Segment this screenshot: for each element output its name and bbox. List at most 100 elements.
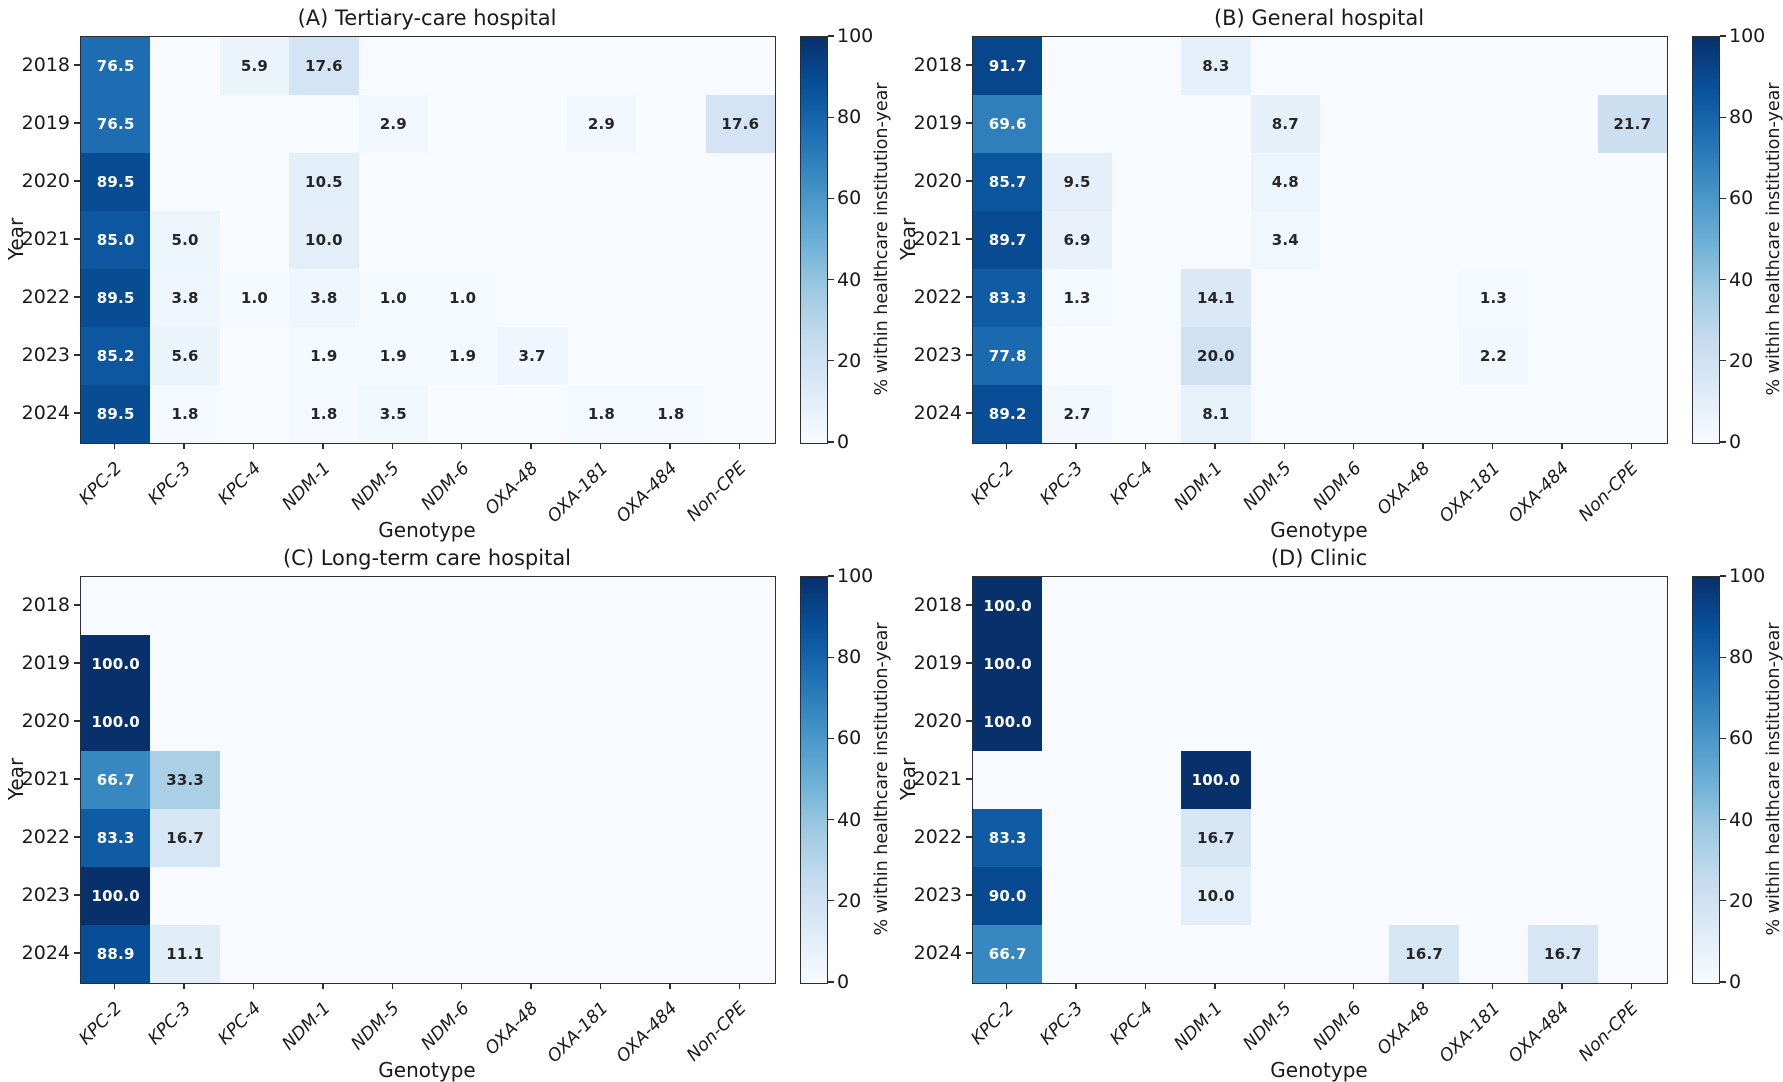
panel-title: (D) Clinic — [1270, 546, 1368, 570]
colorbar-tick-label: 80 — [1729, 646, 1754, 669]
heatmap-cell — [636, 95, 706, 153]
x-tick-label-text: NDM-6 — [1309, 458, 1366, 515]
heatmap-cell — [636, 327, 706, 385]
colorbar-gradient — [801, 37, 827, 443]
heatmap-cell — [1320, 385, 1390, 443]
y-tick-mark — [966, 604, 972, 606]
y-tick-mark — [74, 894, 80, 896]
cell-value: 85.7 — [988, 173, 1027, 191]
heatmap-cell — [1597, 37, 1667, 95]
cell-value: 3.4 — [1271, 231, 1299, 249]
heatmap-cell — [1528, 577, 1598, 635]
cell-value: 77.8 — [988, 347, 1027, 365]
heatmap-cell — [150, 37, 220, 95]
heatmap-cell — [497, 37, 567, 95]
y-tick-mark — [74, 354, 80, 356]
cell-value: 83.3 — [96, 829, 135, 847]
y-tick-mark — [966, 64, 972, 66]
heatmap-cell — [1528, 867, 1598, 925]
y-tick-label: 2022 — [913, 826, 962, 848]
x-axis-label: Genotype — [378, 518, 476, 542]
heatmap-cell — [1320, 867, 1390, 925]
heatmap-cell — [219, 95, 290, 153]
cell-value: 3.7 — [518, 347, 546, 365]
colorbar-label: % within healthcare institution-year — [872, 82, 892, 396]
cell-value: 10.0 — [304, 231, 343, 249]
heatmap-cell — [973, 751, 1043, 809]
heatmap-cell — [1320, 95, 1390, 153]
heatmap-cell — [1042, 95, 1112, 153]
colorbar-tick-mark — [1720, 35, 1726, 37]
heatmap-cell: 33.3 — [150, 751, 220, 809]
y-tick-mark — [966, 354, 972, 356]
cell-value: 6.9 — [1063, 231, 1091, 249]
x-tick-label-text: KPC-3 — [144, 998, 196, 1050]
heatmap-cell — [636, 867, 706, 925]
cell-value: 1.3 — [1479, 289, 1508, 307]
x-axis-label: Genotype — [378, 1058, 476, 1082]
heatmap-cell — [636, 153, 706, 211]
heatmap-cell — [219, 751, 290, 809]
heatmap-cell — [1389, 211, 1459, 269]
heatmap-cell — [636, 269, 706, 327]
colorbar-tick-mark — [828, 981, 834, 983]
colorbar-tick-mark — [1720, 360, 1726, 362]
y-tick-mark — [966, 238, 972, 240]
heatmap-cell: 3.8 — [150, 269, 220, 327]
x-tick-mark — [1353, 983, 1355, 989]
heatmap-cell: 1.8 — [150, 385, 220, 443]
heatmap-cell — [1597, 153, 1667, 211]
colorbar-tick-label: 100 — [837, 25, 874, 47]
heatmap-cell — [1389, 635, 1459, 693]
y-tick-mark — [74, 412, 80, 414]
heatmap-cell — [289, 867, 359, 925]
x-tick-mark — [391, 443, 393, 449]
heatmap-cell: 1.8 — [566, 385, 637, 443]
cell-value: 2.9 — [587, 115, 616, 133]
colorbar-tick-label: 100 — [1729, 565, 1766, 587]
heatmap-cell — [1458, 577, 1529, 635]
heatmap-cell: 8.3 — [1181, 37, 1251, 95]
heatmap-cell — [1389, 385, 1459, 443]
heatmap-cell — [289, 925, 359, 983]
cell-value: 33.3 — [166, 771, 204, 789]
heatmap-cell — [428, 153, 498, 211]
y-tick-mark — [966, 296, 972, 298]
colorbar-tick-mark — [828, 197, 834, 200]
y-tick-mark — [966, 122, 972, 124]
cell-value: 16.7 — [166, 829, 204, 847]
panel-a: (A) Tertiary-care hospital 76.5 5.9 17.6 76.… — [0, 0, 892, 542]
y-tick-mark — [74, 836, 80, 838]
cell-value: 3.8 — [171, 289, 199, 307]
y-tick-label: 2020 — [21, 170, 70, 192]
colorbar-tick-label: 100 — [1729, 25, 1766, 47]
x-tick-label-text: Non-CPE — [683, 458, 751, 526]
x-tick-label-text: NDM-6 — [417, 998, 474, 1055]
heatmap-cell — [1458, 385, 1529, 443]
heatmap-cell — [497, 635, 567, 693]
heatmap: 76.5 5.9 17.6 76.5 2.9 2.9 17.6 89.5 10.5 85.0 5.0… — [80, 36, 776, 444]
colorbar-tick-label: 60 — [1729, 727, 1754, 750]
cell-value: 16.7 — [1405, 945, 1443, 963]
heatmap-cell: 76.5 — [81, 37, 151, 95]
y-tick-mark — [74, 122, 80, 124]
y-tick-label: 2023 — [21, 344, 70, 366]
colorbar-tick-label: 0 — [1729, 431, 1742, 453]
heatmap-cell — [1597, 269, 1667, 327]
panel-b: (B) General hospital 91.7 8.3 69.6 8.7 21.7 85… — [892, 0, 1783, 542]
cell-value: 1.9 — [379, 347, 407, 365]
colorbar-tick-label: 20 — [1729, 889, 1754, 912]
cell-value: 4.8 — [1271, 173, 1299, 191]
heatmap-cell: 16.7 — [1389, 925, 1459, 983]
heatmap-cell — [705, 751, 775, 809]
heatmap-cell — [1042, 809, 1112, 867]
heatmap-cell: 89.5 — [81, 385, 151, 443]
x-tick-mark — [322, 443, 324, 449]
heatmap-cell — [497, 751, 567, 809]
heatmap-cell: 100.0 — [81, 635, 151, 693]
y-tick-label: 2023 — [913, 344, 962, 366]
heatmap-cell — [636, 751, 706, 809]
heatmap-cell — [289, 693, 359, 751]
y-tick-label: 2021 — [913, 768, 962, 790]
